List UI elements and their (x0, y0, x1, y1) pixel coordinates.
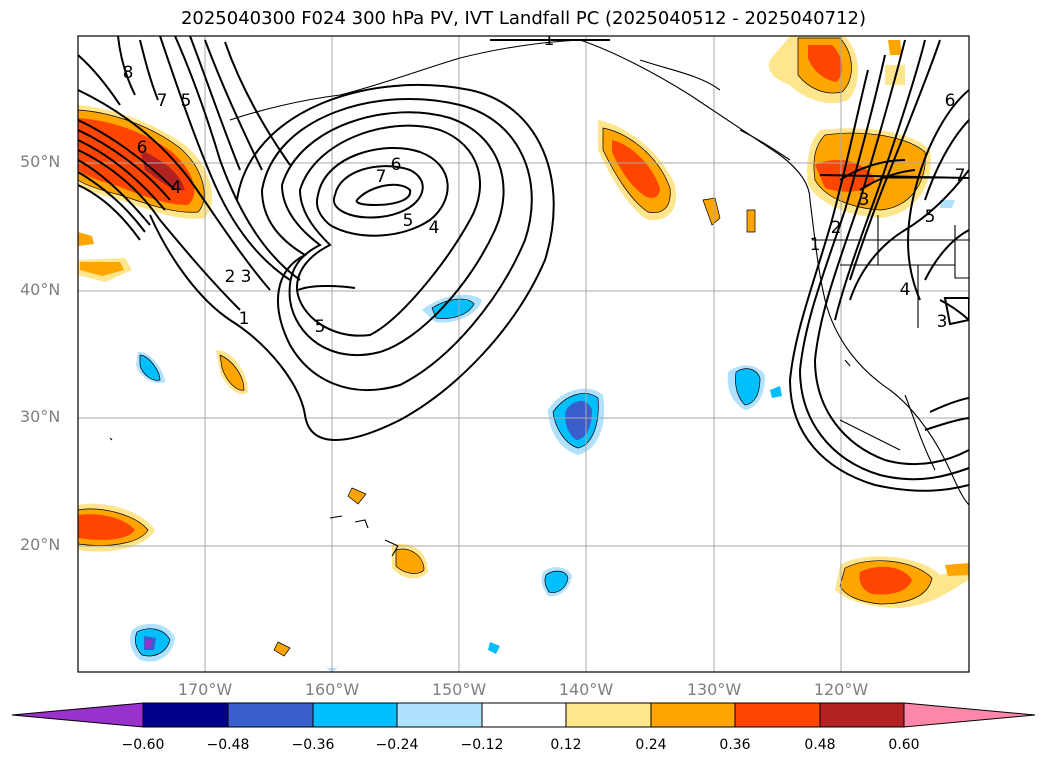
colorbar-extend-left (11, 702, 144, 728)
lat-label: 30°N (20, 407, 61, 426)
colorbar-bin (312, 702, 398, 728)
contour-label: 4 (171, 178, 182, 198)
colorbar-bin (819, 702, 905, 728)
colorbar-tick: −0.48 (206, 737, 250, 753)
contour-label: 1 (544, 30, 555, 50)
contour-label: 2 (225, 267, 236, 287)
contour-label: 1 (810, 235, 821, 255)
contour-label: 1 (239, 309, 250, 329)
contour-label: 6 (391, 155, 402, 175)
contour-label: 5 (403, 211, 414, 231)
contour-label: 7 (157, 91, 168, 111)
colorbar-bin (481, 702, 567, 728)
colorbar-tick: 0.24 (635, 737, 667, 753)
colorbar-tick: −0.60 (121, 737, 165, 753)
colorbar-tick: 0.12 (550, 737, 582, 753)
colorbar-tick: −0.36 (291, 737, 335, 753)
lat-label: 20°N (20, 535, 61, 554)
contour-label: 3 (859, 190, 870, 210)
colorbar-tick: 0.60 (888, 737, 920, 753)
contour-label: 3 (241, 267, 252, 287)
colorbar-extend-right (903, 702, 1036, 728)
contour-label: 6 (945, 91, 956, 111)
lon-label: 120°W (813, 680, 869, 699)
contour-label: 6 (137, 138, 148, 158)
pv-contours (78, 36, 969, 492)
colorbar-bin (734, 702, 821, 728)
lon-label: 140°W (558, 680, 614, 699)
lat-label: 50°N (20, 152, 61, 171)
contour-label: 4 (900, 280, 911, 300)
anomaly-nw-darkred (140, 150, 185, 191)
colorbar-bin (142, 702, 229, 728)
contour-label: 7 (955, 166, 966, 186)
anomaly-ak-red (612, 140, 660, 198)
colorbar-tick: 0.48 (804, 737, 836, 753)
colorbar (11, 702, 1036, 728)
contour-label: 7 (376, 167, 387, 187)
colorbar-bin (396, 702, 483, 728)
map-frame (77, 35, 970, 673)
lon-label: 130°W (686, 680, 742, 699)
anomaly-left-c (80, 262, 124, 276)
colorbar-tick: −0.24 (375, 737, 419, 753)
contour-label: 8 (123, 63, 134, 83)
contour-label: 5 (925, 207, 936, 227)
colorbar-bin (650, 702, 736, 728)
contour-label: 2 (831, 218, 842, 238)
contour-label: 3 (937, 312, 948, 332)
contour-labels: 8 7 5 6 4 2 3 1 6 7 5 4 5 1 6 7 5 3 2 1 … (123, 30, 966, 337)
colorbar-tick: −0.12 (460, 737, 504, 753)
graticule (78, 36, 969, 672)
contour-label: 4 (429, 218, 440, 238)
lon-label: 150°W (431, 680, 487, 699)
colorbar-tick: 0.36 (719, 737, 751, 753)
anomaly-left-a (78, 232, 94, 246)
shade-outlines (78, 37, 933, 657)
lon-label: 170°W (177, 680, 233, 699)
contour-label: 5 (181, 91, 192, 111)
lon-label: 160°W (304, 680, 360, 699)
contour-label: 5 (315, 317, 326, 337)
map-title: 2025040300 F024 300 hPa PV, IVT Landfall… (180, 8, 867, 29)
colorbar-bin (565, 702, 652, 728)
lat-label: 40°N (20, 280, 61, 299)
colorbar-bin (227, 702, 314, 728)
